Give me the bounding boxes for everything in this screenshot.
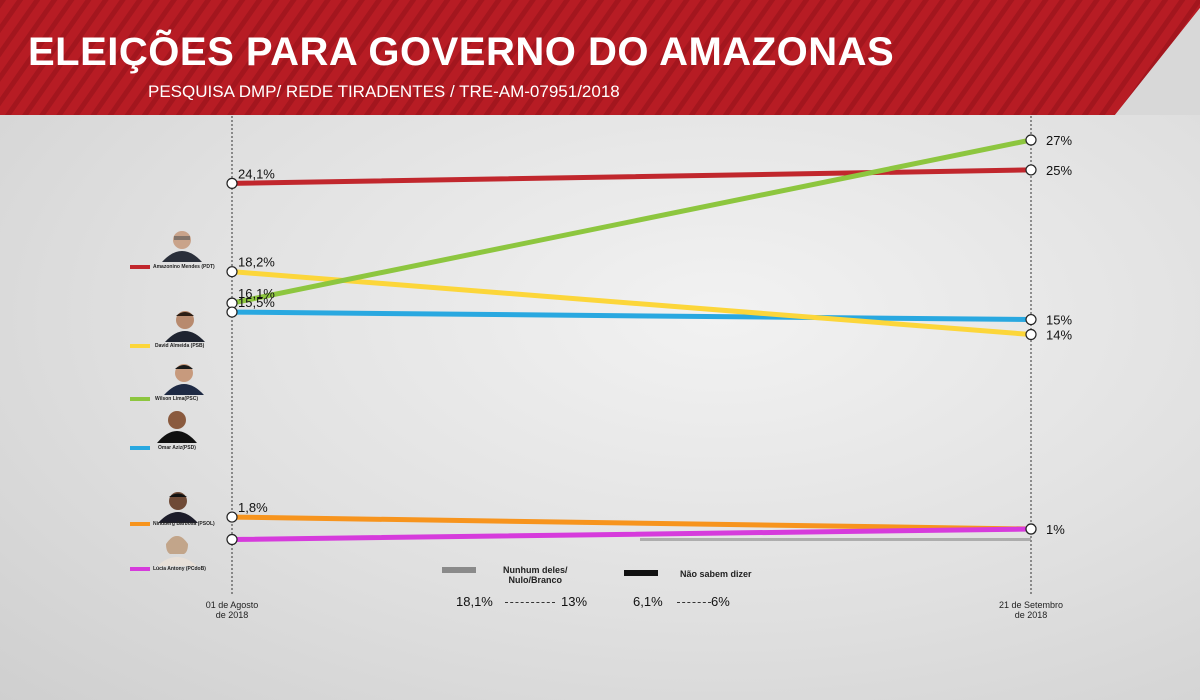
nulo-end-value: 13%	[561, 594, 588, 609]
series-5-point-0	[226, 533, 238, 546]
legend-nulo-line2: Nulo/Branco	[508, 575, 563, 585]
series-1-label-1: 14%	[1046, 328, 1072, 343]
avatar-amazonino	[160, 226, 204, 262]
series-0-point-1	[1025, 164, 1037, 176]
swatch-nulo	[442, 567, 476, 573]
series-4-point-0	[226, 511, 238, 523]
avatar-nindberg	[156, 487, 200, 523]
avatar-wilson	[162, 359, 206, 395]
legend-omar: Omar Aziz(PSD)	[158, 445, 196, 451]
series-layer	[229, 137, 1034, 543]
nao-sabem-dash	[677, 602, 711, 603]
series-1-point-1	[1025, 328, 1037, 341]
avatar-omar	[155, 407, 199, 443]
series-5-label-1: 1%	[1046, 522, 1065, 537]
chart-subtitle: PESQUISA DMP/ REDE TIRADENTES / TRE-AM-0…	[148, 82, 620, 101]
avatar-david	[163, 306, 207, 342]
swatch-david	[130, 344, 150, 348]
series-0-point-0	[226, 177, 238, 189]
x-label-start-line2: de 2018	[215, 610, 249, 620]
series-1-point-0	[226, 266, 238, 278]
swatch-nindberg	[130, 522, 150, 526]
swatch-lucia	[130, 567, 150, 571]
header-background	[0, 0, 1200, 115]
series-0-label-0: 24,1%	[238, 166, 275, 181]
x-label-start-line1: 01 de Agosto	[205, 600, 259, 610]
series-5-point-1	[1025, 523, 1037, 535]
swatch-nao-sabem	[624, 570, 658, 576]
points-layer	[226, 134, 1037, 546]
avatar-lucia	[155, 530, 199, 566]
series-3-label-1: 15%	[1046, 313, 1072, 328]
legend-nao-sabem: Não sabem dizer	[680, 569, 752, 579]
x-label-start: 01 de Agosto de 2018	[172, 600, 292, 620]
nao-sabem-start-value: 6,1%	[633, 594, 663, 609]
series-3-point-0	[226, 306, 238, 318]
series-5-line	[229, 526, 1034, 543]
series-3-label-0: 15,5%	[238, 295, 275, 310]
header-banner: ELEIÇÕES PARA GOVERNO DO AMAZONAS PESQUI…	[0, 0, 1200, 115]
nao-sabem-end-value: 6%	[711, 594, 730, 609]
legend-nulo-line1: Nunhum deles/	[503, 565, 568, 575]
swatch-wilson	[130, 397, 150, 401]
nulo-dash	[505, 602, 555, 603]
series-2-label-1: 27%	[1046, 133, 1072, 148]
legend-amazonino: Amazonino Mendes (PDT)	[153, 264, 215, 270]
series-4-label-0: 1,8%	[238, 500, 268, 515]
swatch-omar	[130, 446, 150, 450]
series-2-line	[229, 137, 1034, 306]
series-0-label-1: 25%	[1046, 163, 1072, 178]
swatch-amazonino	[130, 265, 150, 269]
series-1-label-0: 18,2%	[238, 255, 275, 270]
legend-nulo: Nunhum deles/ Nulo/Branco	[503, 565, 568, 585]
series-2-point-1	[1025, 134, 1037, 146]
legend-wilson: Wilson Lima(PSC)	[155, 396, 199, 402]
x-label-end-line1: 21 de Setembro	[998, 600, 1064, 610]
legend-lucia: Lúcia Antony (PCdoB)	[153, 566, 206, 572]
series-2-label-0: 16,1%	[238, 286, 275, 301]
series-3-line	[229, 309, 1034, 323]
series-3-point-1	[1025, 313, 1037, 326]
x-label-end: 21 de Setembro de 2018	[971, 600, 1091, 620]
chart-title: ELEIÇÕES PARA GOVERNO DO AMAZONAS	[28, 30, 895, 74]
legend-nindberg: Nindberg Barbosa (PSOL)	[153, 521, 215, 527]
series-4-line	[229, 514, 1034, 532]
legend-david: David Almeida (PSB)	[155, 343, 205, 349]
x-label-end-line2: de 2018	[1014, 610, 1048, 620]
series-0-line	[229, 167, 1034, 186]
series-1-line	[229, 269, 1034, 338]
nulo-start-value: 18,1%	[456, 594, 493, 609]
labels-layer: 24,1% 25% 18,2% 14% 16,1% 27% 15,5% 15% 1,8% 1%	[238, 133, 1072, 537]
